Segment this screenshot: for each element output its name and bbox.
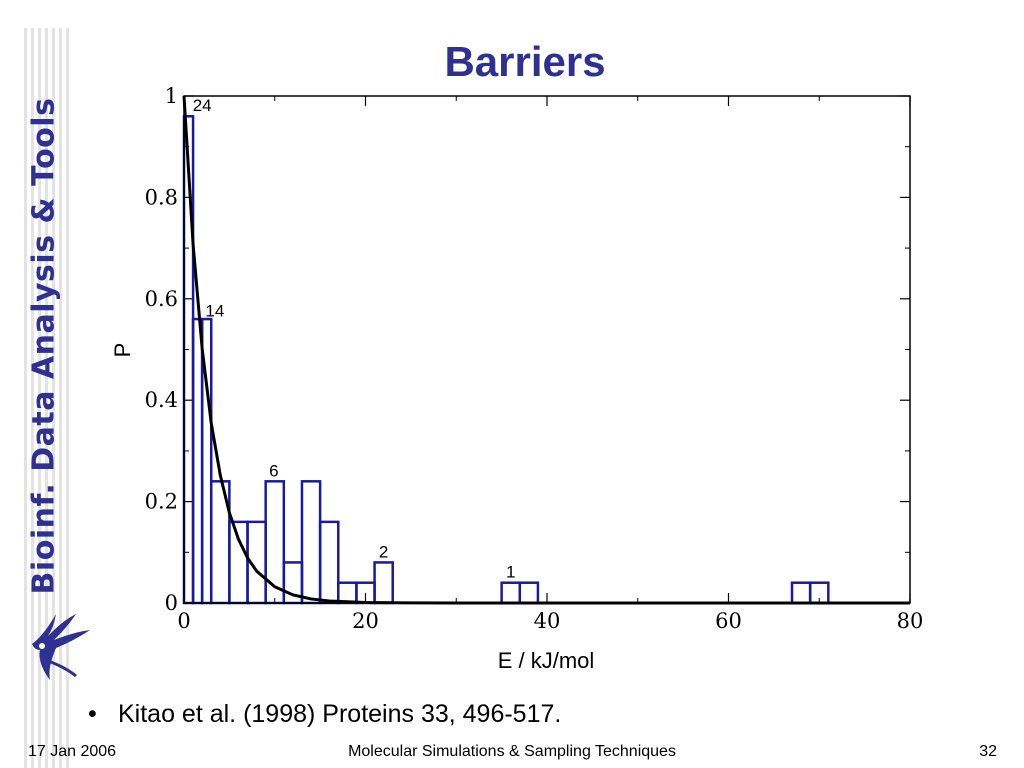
count-label: 1 bbox=[506, 563, 515, 582]
university-logo-icon bbox=[32, 614, 90, 680]
histogram-bars bbox=[182, 115, 830, 605]
histogram-bar bbox=[300, 480, 322, 605]
x-axis-label: E / kJ/mol bbox=[498, 648, 595, 673]
histogram-bar bbox=[318, 520, 340, 605]
y-tick-label: 0.6 bbox=[145, 287, 178, 311]
citation-text: Kitao et al. (1998) Proteins 33, 496-517… bbox=[118, 700, 562, 728]
histogram-bar bbox=[191, 317, 204, 605]
y-tick-label: 0.2 bbox=[145, 490, 178, 514]
count-labels: 24 14 6 2 1 bbox=[193, 96, 516, 581]
histogram-chart: P E / kJ/mol 0 20 40 60 80 0 0.2 0.4 0.6 0.8 1 24 1… bbox=[110, 84, 924, 673]
fit-curve bbox=[182, 95, 910, 605]
y-tick-label: 0.8 bbox=[145, 185, 178, 209]
histogram-bar bbox=[500, 581, 522, 605]
axis-ticks: 0 20 40 60 80 0 0.2 0.4 0.6 0.8 1 bbox=[145, 84, 924, 633]
x-tick-label: 40 bbox=[534, 609, 561, 633]
y-tick-label: 0 bbox=[165, 591, 178, 615]
fit-curve-layer bbox=[182, 95, 910, 605]
histogram-bar bbox=[264, 480, 286, 605]
x-tick-label: 20 bbox=[352, 609, 379, 633]
footer-course: Molecular Simulations & Sampling Techniq… bbox=[348, 743, 676, 760]
x-tick-label: 0 bbox=[177, 609, 190, 633]
x-tick-label: 80 bbox=[897, 609, 924, 633]
histogram-bar bbox=[518, 581, 540, 605]
y-tick-label: 0.4 bbox=[145, 388, 178, 412]
x-tick-label: 60 bbox=[715, 609, 742, 633]
x-axis-title: E / kJ/mol bbox=[498, 648, 595, 673]
count-label: 24 bbox=[193, 96, 212, 115]
citation-bullet: • Kitao et al. (1998) Proteins 33, 496-51… bbox=[88, 700, 561, 729]
side-title: Bioinf. Data Analysis & Tools bbox=[26, 97, 62, 595]
count-label: 14 bbox=[205, 302, 224, 321]
y-axis-title: P bbox=[110, 343, 135, 358]
histogram-bar bbox=[790, 581, 812, 605]
histogram-bar bbox=[373, 561, 394, 605]
y-tick-label: 1 bbox=[165, 84, 178, 108]
footer-date: 17 Jan 2006 bbox=[28, 743, 117, 760]
plot-frame bbox=[183, 95, 911, 604]
count-label: 2 bbox=[379, 542, 388, 561]
histogram-bar bbox=[337, 581, 358, 605]
histogram-bar bbox=[228, 520, 249, 605]
slide-title: Barriers bbox=[444, 38, 606, 85]
bullet-icon: • bbox=[88, 700, 97, 728]
count-label: 6 bbox=[269, 461, 278, 480]
y-axis-label: P bbox=[110, 343, 135, 358]
footer-page-number: 32 bbox=[979, 743, 997, 760]
